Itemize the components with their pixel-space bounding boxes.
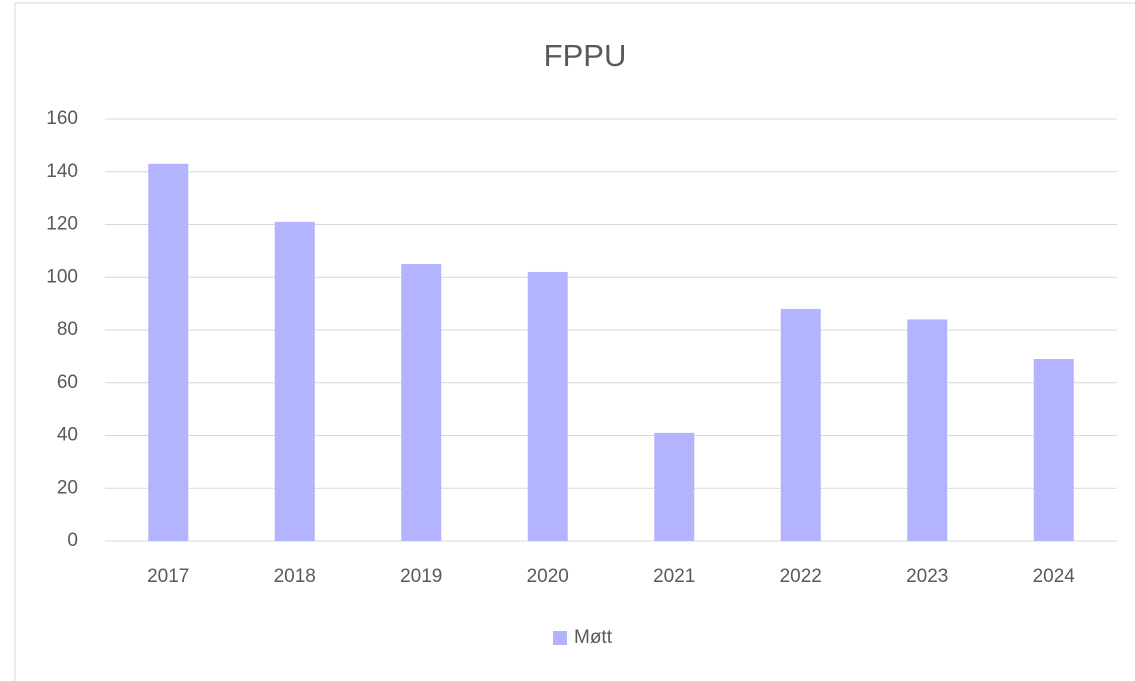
bar — [274, 221, 315, 542]
bar — [1033, 359, 1074, 541]
y-tick-label: 20 — [57, 477, 78, 498]
chart-title: FPPU — [544, 38, 627, 73]
x-tick-label: 2021 — [653, 566, 695, 587]
x-tick-label: 2017 — [147, 566, 189, 587]
y-tick-label: 60 — [57, 372, 78, 393]
chart-frame — [14, 2, 1135, 681]
y-tick-label: 100 — [46, 266, 78, 287]
x-tick-label: 2024 — [1033, 566, 1076, 587]
legend-label: Møtt — [574, 627, 613, 648]
y-tick-label: 160 — [46, 108, 78, 129]
x-tick-label: 2022 — [780, 566, 822, 587]
bar — [780, 308, 821, 541]
y-tick-label: 120 — [46, 214, 78, 235]
y-tick-label: 40 — [57, 425, 78, 446]
bar — [907, 319, 948, 541]
y-tick-label: 140 — [46, 161, 78, 182]
bar — [527, 271, 568, 541]
bar — [401, 264, 442, 541]
y-tick-label: 80 — [57, 319, 78, 340]
x-tick-label: 2020 — [527, 566, 569, 587]
bar — [654, 432, 695, 541]
x-tick-label: 2019 — [400, 566, 442, 587]
legend-swatch — [553, 631, 567, 645]
y-tick-label: 0 — [67, 530, 78, 551]
bar — [148, 163, 189, 541]
x-tick-label: 2023 — [906, 566, 948, 587]
x-tick-label: 2018 — [274, 566, 316, 587]
